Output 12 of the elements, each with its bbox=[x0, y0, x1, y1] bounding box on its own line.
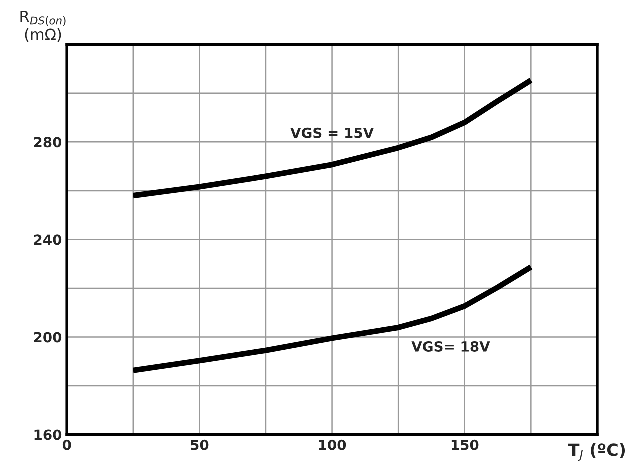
x-tick-label: 100 bbox=[319, 440, 346, 450]
y-tick-label: 240 bbox=[34, 234, 62, 246]
y-tick-label: 200 bbox=[34, 332, 62, 343]
series-label: VGS = 15V bbox=[290, 128, 374, 138]
x-tick-label: 150 bbox=[452, 440, 479, 450]
x-tick-label: 50 bbox=[191, 440, 209, 450]
series-label: VGS= 18V bbox=[412, 341, 490, 352]
y-tick-label: 280 bbox=[34, 137, 62, 148]
y-axis-title: R$_{DS(on)}$ (mΩ) bbox=[20, 10, 66, 42]
y-tick-label: 160 bbox=[34, 430, 62, 440]
x-axis-title: T$_{J}$ (ºC) bbox=[568, 443, 626, 462]
x-tick-label: 0 bbox=[62, 440, 72, 450]
